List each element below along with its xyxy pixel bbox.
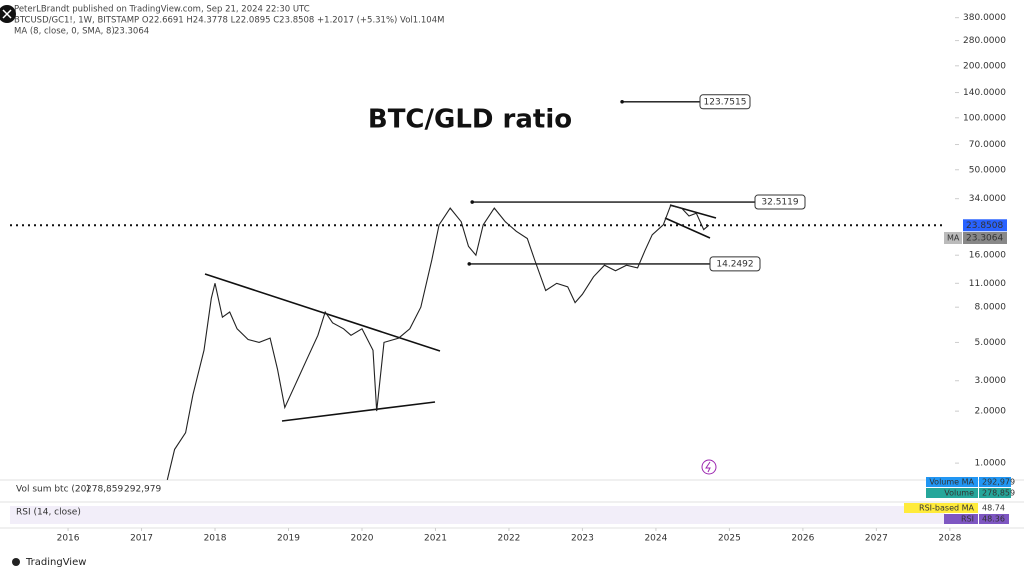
x-tick-label: 2022 (498, 534, 521, 544)
volume-ma-axis: 292,979 (982, 478, 1015, 487)
rsi-axis: 48.36 (982, 515, 1005, 524)
close-button[interactable] (0, 5, 16, 23)
rsi-ma-axis: 48.74 (982, 504, 1005, 513)
y-tick-label: 140.0000 (963, 88, 1006, 98)
rsi-box (979, 514, 1009, 524)
x-tick-label: 2021 (424, 534, 447, 544)
x-tick-label: 2026 (791, 534, 814, 544)
x-tick-label: 2016 (57, 534, 80, 544)
y-tick-label: 200.0000 (963, 61, 1006, 71)
ray-anchor (470, 200, 475, 204)
rsi-ma-tag-box (904, 503, 978, 513)
x-tick-label: 2024 (644, 534, 667, 544)
y-tick-label: 11.0000 (969, 279, 1006, 289)
ma-line-value: 23.3064 (114, 27, 149, 37)
volume-tag: Volume (944, 489, 974, 498)
x-tick-label: 2018 (204, 534, 227, 544)
ray-label-box (699, 94, 751, 110)
y-tick-label: 100.0000 (963, 113, 1006, 123)
ray-label: 32.5119 (761, 198, 798, 208)
y-tick-label: 70.0000 (969, 140, 1006, 150)
rsi-tag-box (944, 514, 978, 524)
ma-value-box (963, 232, 1007, 245)
x-tick-label: 2023 (571, 534, 594, 544)
ray-anchor (467, 262, 472, 266)
trendline (204, 273, 441, 352)
x-tick-label: 2027 (865, 534, 888, 544)
x-tick-label: 2017 (130, 534, 153, 544)
rsi-label: RSI (14, close) (16, 508, 81, 518)
ma-tag-box (944, 232, 962, 245)
last-price-box (963, 219, 1007, 232)
brand-logo (12, 558, 20, 566)
ma-line: MA (8, close, 0, SMA, 8) (14, 27, 115, 37)
ma-value: 23.3064 (966, 234, 1003, 244)
y-tick-label: 3.0000 (975, 376, 1007, 386)
rsi-band (10, 506, 945, 524)
x-tick-label: 2028 (938, 534, 961, 544)
ray-label-box (754, 194, 806, 210)
ray-label: 14.2492 (716, 259, 753, 269)
y-tick-label: 34.0000 (969, 194, 1006, 204)
rsi-tag: RSI (961, 515, 974, 524)
price-line (166, 204, 710, 481)
ray-label: 123.7515 (704, 97, 747, 107)
volume-box (979, 488, 1011, 498)
volume-label: Vol sum btc (20) (16, 485, 90, 495)
y-tick-label: 1.0000 (975, 459, 1007, 469)
volume-ma-tag-box (926, 477, 978, 487)
rsi-ma-tag: RSI-based MA (919, 504, 974, 513)
close-icon[interactable] (2, 9, 12, 19)
x-tick-label: 2025 (718, 534, 741, 544)
x-tick-label: 2020 (351, 534, 374, 544)
y-tick-label: 50.0000 (969, 165, 1006, 175)
volume-axis: 278,859 (982, 489, 1015, 498)
y-tick-label: 280.0000 (963, 36, 1006, 46)
icon-circle[interactable] (701, 459, 717, 475)
chart-title: BTC/GLD ratio (368, 105, 572, 135)
icon-bolt[interactable] (705, 461, 711, 473)
y-tick-label: 380.0000 (963, 13, 1006, 23)
volume-tag-box (926, 488, 978, 498)
y-tick-label: 2.0000 (975, 407, 1007, 417)
trendline (664, 217, 711, 239)
ray-anchor (620, 100, 624, 104)
y-tick-label: 16.0000 (969, 251, 1006, 261)
volume-ma-value: 292,979 (124, 485, 161, 495)
brand: TradingView (25, 557, 86, 568)
ma-tag: MA (947, 234, 960, 243)
trendline (281, 401, 436, 422)
x-tick-label: 2019 (277, 534, 300, 544)
y-tick-label: 8.0000 (975, 303, 1007, 313)
y-tick-label: 5.0000 (975, 338, 1007, 348)
volume-value: 278,859 (86, 485, 123, 495)
volume-ma-box (979, 477, 1011, 487)
volume-ma-tag: Volume MA (929, 478, 974, 487)
publisher: PeterLBrandt published on TradingView.co… (14, 5, 310, 15)
ray-label-box (709, 256, 761, 272)
last-price-label: 23.8508 (966, 221, 1003, 231)
lightning-icon[interactable] (701, 459, 717, 475)
symbol-line: BTCUSD/GC1!, 1W, BITSTAMP O22.6691 H24.3… (14, 16, 444, 26)
